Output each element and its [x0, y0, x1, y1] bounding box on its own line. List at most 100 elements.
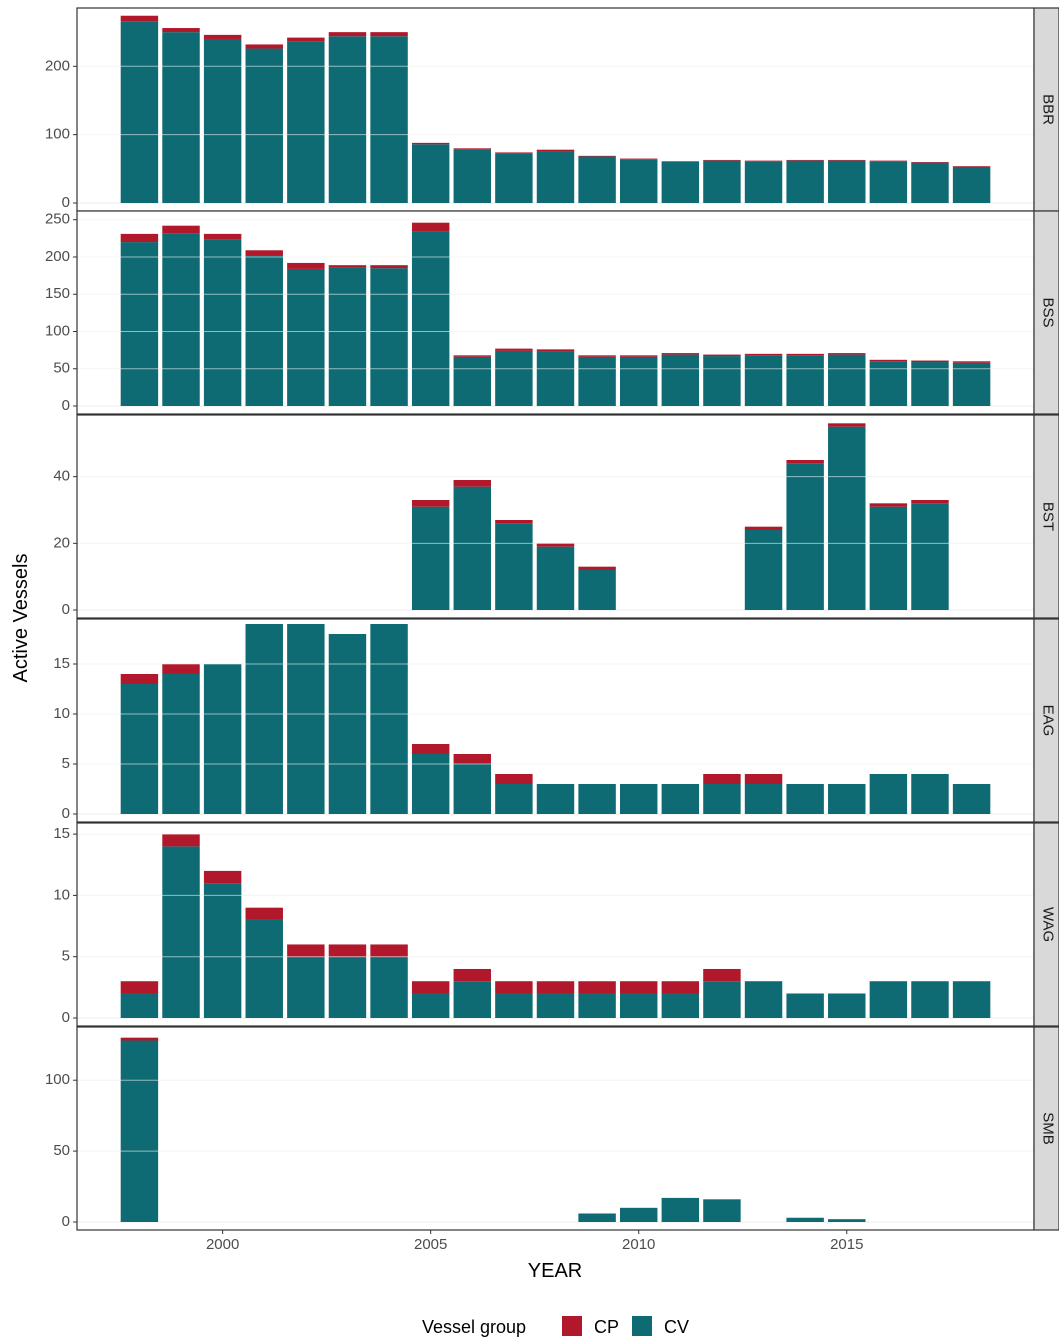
bar-cp-2018 [952, 361, 991, 363]
y-tick-label: 0 [62, 1213, 70, 1230]
legend-label-cv: CV [664, 1317, 689, 1337]
bar-cv-2015 [828, 784, 866, 814]
bar-cv-2017 [911, 362, 949, 406]
panel-bst: BST 0 20 40 [53, 414, 1059, 619]
facet-strip [1033, 414, 1059, 619]
facet-strip-label: BST [1040, 502, 1057, 531]
bar-cp-2005 [411, 222, 450, 232]
facet-strip [1033, 210, 1059, 415]
bar-cv-2008 [536, 784, 575, 814]
bar-cv-2009 [578, 570, 616, 610]
bar-cv-2015 [828, 426, 866, 610]
bar-cv-2003 [328, 634, 367, 814]
y-tick-label: 10 [53, 705, 70, 722]
facet-strip-label: SMB [1040, 1112, 1057, 1145]
bar-cp-2017 [911, 500, 949, 504]
legend-title: Vessel group [422, 1317, 526, 1337]
x-axis-title: YEAR [528, 1260, 582, 1282]
bar-cv-1999 [162, 674, 200, 814]
bar-cv-2001 [245, 48, 283, 204]
y-tick-label: 15 [53, 825, 70, 842]
bar-cv-2005 [411, 144, 450, 203]
bar-cp-2001 [245, 44, 283, 49]
bar-cp-2007 [495, 152, 533, 154]
bar-cv-2009 [578, 993, 616, 1018]
y-tick-label: 0 [62, 805, 70, 822]
bar-cp-1998 [120, 981, 159, 994]
bar-cp-2015 [828, 159, 866, 161]
bar-cv-2006 [453, 356, 492, 406]
bar-cv-2004 [370, 624, 408, 814]
bar-cp-2006 [453, 148, 492, 150]
bar-cv-2003 [328, 267, 367, 406]
bar-cv-2010 [619, 993, 658, 1018]
bar-cv-2005 [411, 993, 450, 1018]
bar-cv-2018 [952, 981, 991, 1018]
bar-cv-2016 [869, 981, 908, 1018]
bar-cv-2000 [203, 239, 242, 406]
bar-cv-2016 [869, 774, 908, 814]
bar-cp-2001 [245, 907, 283, 920]
bar-cp-2014 [786, 460, 824, 464]
bar-cv-2015 [828, 354, 866, 406]
chart-panels: BBR0100200BSS050100150200250BST02040EAG0… [45, 7, 1059, 1231]
bar-cp-2002 [287, 262, 325, 269]
bar-cp-2009 [578, 355, 616, 357]
bar-cv-2005 [411, 506, 450, 610]
bar-cv-2002 [287, 268, 325, 406]
bar-cv-2001 [245, 255, 283, 406]
bar-cp-2016 [869, 503, 908, 507]
bar-cv-2017 [911, 162, 949, 203]
bar-cv-2007 [495, 523, 533, 610]
bar-cv-2002 [287, 41, 325, 204]
y-tick-label: 100 [45, 1071, 70, 1088]
bar-cv-2000 [203, 664, 242, 814]
panel-smb: SMB 0 50 100 [45, 1026, 1059, 1231]
bar-cp-2016 [869, 359, 908, 362]
bar-cp-2008 [536, 149, 575, 152]
bar-cp-2013 [744, 160, 783, 162]
bar-cp-2017 [911, 161, 949, 163]
bar-cv-2006 [453, 764, 492, 814]
facet-strip-label: BSS [1040, 297, 1057, 327]
x-axis: 2000 2005 2010 2015 [206, 1230, 863, 1253]
bar-cv-1999 [162, 233, 200, 406]
bar-cv-2016 [869, 161, 908, 203]
bar-cp-2013 [744, 353, 783, 356]
bar-cp-2007 [495, 520, 533, 524]
bar-cv-2000 [203, 38, 242, 203]
bar-cp-2009 [578, 981, 616, 994]
bar-cv-2017 [911, 503, 949, 610]
bar-cv-1998 [120, 1040, 159, 1222]
bar-cv-2011 [661, 784, 700, 814]
panel-bss: BSS 0 50 100 150 200 250 [45, 210, 1059, 415]
bar-cp-2007 [495, 981, 533, 994]
bar-cv-2006 [453, 149, 492, 203]
bar-cv-2004 [370, 268, 408, 406]
bar-cp-2000 [203, 233, 242, 240]
bar-cp-2012 [703, 774, 741, 784]
y-axis-title: Active Vessels [10, 554, 32, 683]
bar-cp-2012 [703, 968, 741, 982]
y-tick-label: 50 [53, 360, 70, 377]
bar-cv-2007 [495, 993, 533, 1018]
bar-cp-2011 [661, 353, 700, 355]
bar-cp-2004 [370, 265, 408, 269]
facet-strip [1033, 7, 1059, 212]
bar-cv-2012 [703, 981, 741, 1018]
bar-cv-2017 [911, 981, 949, 1018]
bar-cv-2002 [287, 956, 325, 1018]
bar-cv-2010 [619, 159, 658, 203]
bar-cv-2007 [495, 153, 533, 203]
panel-eag: EAG 0 5 10 15 [53, 618, 1059, 823]
y-tick-label: 0 [62, 194, 70, 211]
y-tick-label: 0 [62, 397, 70, 414]
bar-cp-2003 [328, 265, 367, 268]
y-tick-label: 10 [53, 886, 70, 903]
bar-cp-1998 [120, 674, 159, 684]
bar-cp-2002 [287, 37, 325, 42]
bar-cp-2002 [287, 944, 325, 957]
bar-cv-2008 [536, 993, 575, 1018]
facet-strip [1033, 1026, 1059, 1231]
bar-cv-2009 [578, 1213, 616, 1222]
